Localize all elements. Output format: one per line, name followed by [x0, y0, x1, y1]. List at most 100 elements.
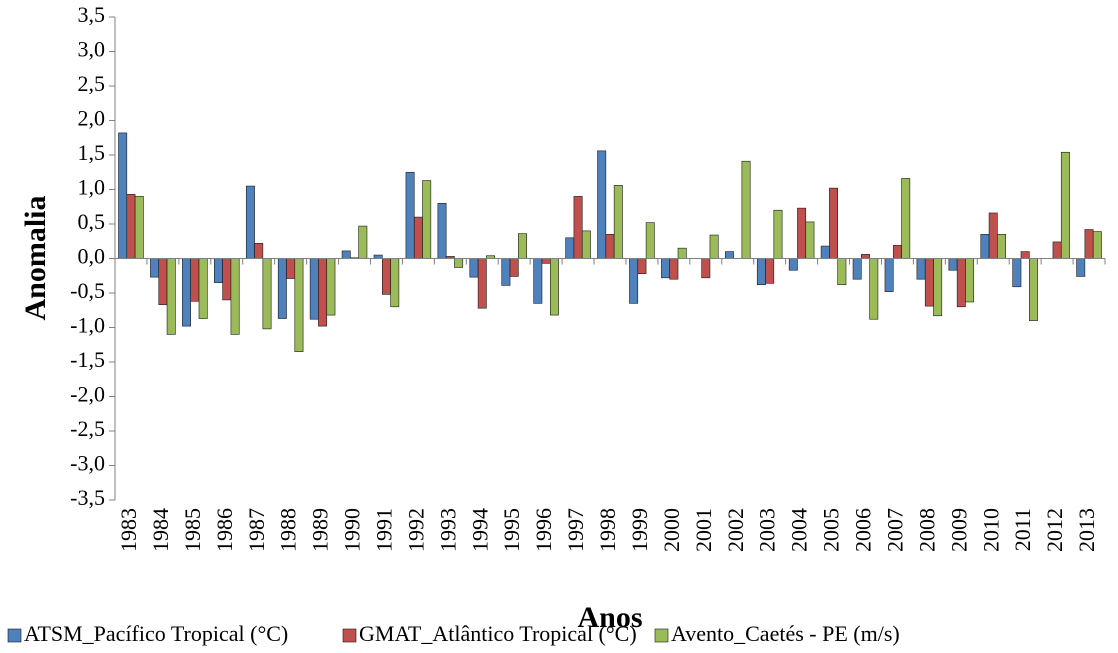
bar: [797, 207, 807, 259]
bar: [166, 258, 176, 335]
x-tick-label: 1986: [212, 508, 237, 552]
bar: [277, 258, 287, 319]
bar: [916, 258, 926, 280]
y-tick-label: -2,5: [70, 416, 105, 441]
bar: [134, 196, 144, 259]
bar: [948, 258, 958, 271]
x-tick-label: 2006: [851, 508, 876, 552]
bar: [286, 258, 296, 279]
bar: [541, 258, 551, 264]
bar: [318, 258, 328, 327]
bar: [454, 258, 464, 268]
bar: [309, 258, 319, 320]
bar: [509, 258, 519, 277]
x-tick-label: 2012: [1042, 508, 1067, 552]
bar: [341, 250, 351, 259]
x-tick-label: 1984: [148, 508, 173, 552]
bar: [956, 258, 966, 308]
bar: [645, 222, 655, 259]
bar: [477, 258, 487, 309]
y-tick-label: 1,0: [78, 175, 106, 200]
bar: [294, 258, 304, 352]
bar: [581, 230, 591, 259]
bar: [1052, 241, 1062, 259]
bar: [533, 258, 543, 304]
bar: [924, 258, 934, 307]
bar: [549, 258, 559, 316]
y-tick-label: -3,0: [70, 451, 105, 476]
legend-label: Avento_Caetés - PE (m/s): [671, 621, 900, 646]
bar: [1076, 258, 1086, 277]
bar: [669, 258, 679, 280]
bar: [852, 258, 862, 280]
bar: [198, 258, 208, 319]
bar: [565, 237, 575, 259]
x-tick-label: 2011: [1010, 508, 1035, 551]
bar: [724, 251, 734, 259]
bar: [1020, 251, 1030, 259]
x-tick-label: 1992: [403, 508, 428, 552]
bar: [501, 258, 511, 286]
y-tick-label: -1,5: [70, 347, 105, 372]
legend-label: GMAT_Atlântico Tropical (°C): [359, 621, 637, 646]
bar: [892, 245, 902, 259]
bar: [326, 258, 336, 316]
y-axis-title: Anomalia: [19, 195, 52, 320]
x-axis-title: Anos: [577, 601, 642, 634]
bar: [358, 225, 368, 259]
y-tick-label: 0,5: [78, 209, 106, 234]
x-tick-label: 1989: [308, 508, 333, 552]
y-tick-label: 2,5: [78, 71, 106, 96]
bar: [437, 203, 447, 259]
bar: [765, 258, 775, 284]
y-tick-label: 1,5: [78, 140, 106, 165]
x-tick-label: 2002: [723, 508, 748, 552]
bar: [373, 254, 383, 259]
bar: [709, 234, 719, 259]
x-tick-label: 2007: [882, 508, 907, 552]
bar: [869, 258, 879, 320]
x-tick-label: 1983: [116, 508, 141, 552]
bar: [150, 258, 160, 278]
bar: [788, 258, 798, 271]
x-tick-label: 1990: [340, 508, 365, 552]
bar: [861, 254, 870, 259]
bar: [965, 258, 975, 303]
bar: [230, 258, 240, 335]
bar: [1092, 231, 1102, 259]
x-tick-label: 2004: [787, 508, 812, 552]
bar: [629, 258, 639, 304]
bar: [405, 171, 415, 259]
bar: [469, 258, 479, 278]
bar: [837, 258, 847, 286]
bar: [381, 258, 391, 295]
y-tick-label: 3,5: [78, 2, 106, 27]
bar: [901, 178, 911, 259]
bar: [390, 258, 400, 308]
bar: [988, 212, 998, 259]
x-tick-label: 1999: [627, 508, 652, 552]
legend-marker: [7, 628, 22, 643]
legend-marker: [654, 628, 669, 643]
bar: [422, 180, 432, 259]
bar: [118, 132, 128, 259]
bar: [126, 194, 136, 259]
y-tick-label: 0,0: [78, 244, 106, 269]
x-tick-label: 1988: [276, 508, 301, 552]
bar: [1060, 151, 1070, 259]
x-tick-label: 1985: [180, 508, 205, 552]
x-tick-label: 1997: [563, 508, 588, 552]
bar: [518, 233, 527, 259]
x-tick-label: 1994: [467, 508, 492, 552]
bar: [820, 245, 830, 259]
bar: [980, 234, 990, 259]
bar: [661, 258, 671, 279]
y-tick-label: -0,5: [70, 278, 105, 303]
x-tick-label: 2009: [946, 508, 971, 552]
y-tick-label: -2,0: [70, 382, 105, 407]
x-tick-label: 1993: [435, 508, 460, 552]
bar: [613, 185, 623, 259]
bar: [254, 243, 264, 259]
x-tick-label: 2008: [914, 508, 939, 552]
